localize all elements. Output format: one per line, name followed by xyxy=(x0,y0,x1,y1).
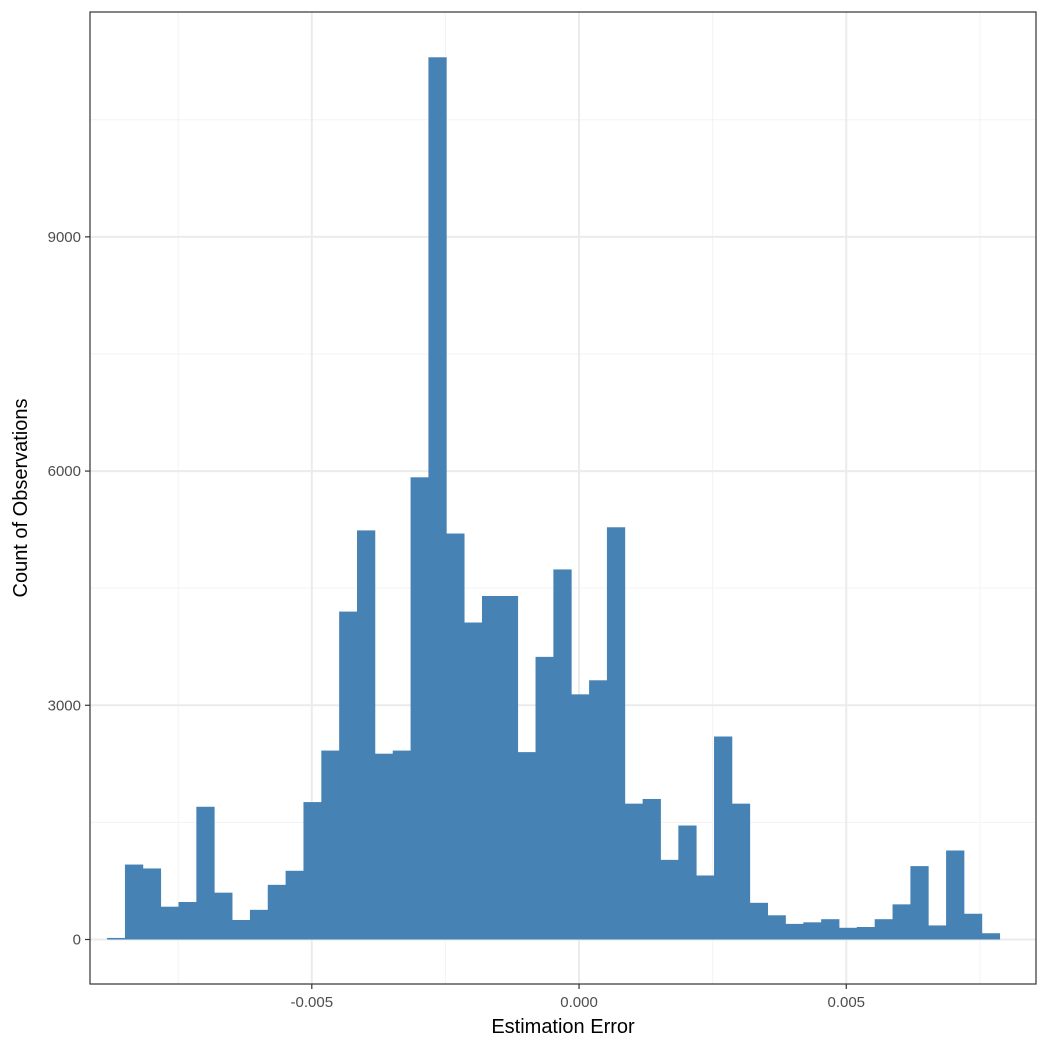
histogram-bar xyxy=(124,864,144,940)
histogram-bar xyxy=(499,595,519,940)
histogram-bar xyxy=(963,913,983,940)
histogram-bar xyxy=(749,902,768,940)
y-axis-title: Count of Observations xyxy=(10,399,32,598)
histogram-bar xyxy=(821,919,840,940)
histogram-bar xyxy=(232,919,251,940)
histogram-bar xyxy=(838,927,858,940)
histogram-bar xyxy=(374,753,394,940)
x-tick-label: 0.005 xyxy=(827,994,865,1011)
y-tick-label: 6000 xyxy=(48,463,81,480)
y-tick-label: 0 xyxy=(73,931,81,948)
y-tick-label: 3000 xyxy=(48,697,81,714)
x-tick-label: 0.000 xyxy=(560,994,598,1011)
histogram-bar xyxy=(196,806,215,940)
histogram-bar xyxy=(660,859,679,940)
histogram-bar xyxy=(785,923,804,940)
histogram-bar xyxy=(142,868,162,940)
histogram-bar xyxy=(946,850,965,940)
histogram-bar xyxy=(981,933,1001,940)
x-axis-ticks: -0.005 0.000 0.005 xyxy=(291,984,865,1011)
histogram-bar xyxy=(642,798,661,940)
histogram-bars xyxy=(107,57,1001,940)
histogram-bar xyxy=(856,927,876,940)
histogram-bar xyxy=(339,611,358,940)
histogram-bar xyxy=(910,866,929,940)
x-axis-title: Estimation Error xyxy=(491,1016,635,1038)
histogram-bar xyxy=(267,884,287,940)
histogram-bar xyxy=(714,736,733,940)
histogram-bar xyxy=(410,477,429,940)
histogram-bar xyxy=(428,57,447,940)
histogram-bar xyxy=(321,750,340,940)
histogram-bar xyxy=(678,825,697,940)
histogram-bar xyxy=(589,680,608,940)
histogram-bar xyxy=(285,870,304,940)
histogram-bar xyxy=(392,750,411,940)
y-tick-label: 9000 xyxy=(48,229,81,246)
histogram-bar xyxy=(803,922,822,940)
histogram-bar xyxy=(517,752,536,940)
histogram-bar xyxy=(553,569,572,940)
histogram-bar xyxy=(874,919,893,940)
histogram-bar xyxy=(892,904,911,940)
histogram-bar xyxy=(178,902,197,940)
histogram-bar xyxy=(357,530,376,940)
histogram-bar xyxy=(303,802,322,940)
histogram-bar xyxy=(535,656,554,940)
histogram-bar xyxy=(160,906,179,940)
histogram-bar xyxy=(606,527,626,940)
panel-border xyxy=(89,11,1037,985)
histogram-bar xyxy=(571,694,590,940)
histogram-bar xyxy=(624,803,644,940)
histogram-bar xyxy=(928,925,947,940)
histogram-bar xyxy=(731,803,751,940)
y-axis-ticks: 0 3000 6000 9000 xyxy=(48,229,90,948)
histogram-bar xyxy=(696,875,715,940)
x-tick-label: -0.005 xyxy=(291,994,334,1011)
histogram-bar xyxy=(107,937,126,940)
histogram-bar xyxy=(464,622,483,940)
histogram-bar xyxy=(446,533,465,940)
histogram-bar xyxy=(214,892,233,940)
histogram-bar xyxy=(767,915,786,940)
histogram-bar xyxy=(481,595,501,940)
histogram-bar xyxy=(249,909,269,940)
